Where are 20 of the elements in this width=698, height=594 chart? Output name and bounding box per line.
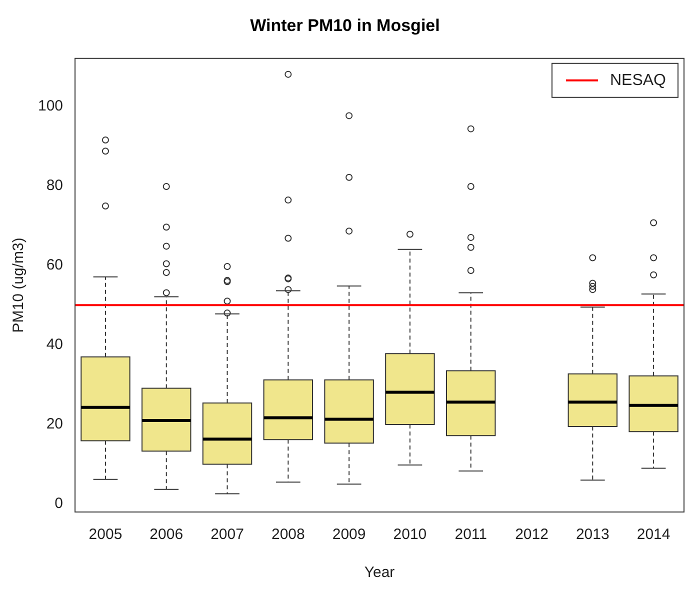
- x-tick-label: 2009: [332, 526, 366, 544]
- x-tick-label: 2011: [454, 526, 487, 544]
- x-tick-label: 2012: [515, 526, 548, 544]
- x-tick-label: 2010: [393, 526, 427, 544]
- x-tick-label: 2007: [210, 526, 244, 544]
- y-tick-label: 20: [46, 416, 64, 433]
- x-axis-title: Year: [364, 564, 395, 582]
- chart-title: Winter PM10 in Mosgiel: [250, 16, 440, 35]
- y-tick-label: 60: [46, 256, 64, 274]
- y-tick-label: 40: [46, 336, 64, 354]
- x-tick-label: 2008: [271, 526, 305, 544]
- y-tick-label: 0: [54, 495, 64, 512]
- y-tick-label: 80: [46, 176, 64, 194]
- y-tick-label: 100: [38, 97, 64, 114]
- x-tick-label: 2005: [88, 526, 122, 544]
- x-tick-label: 2013: [576, 526, 610, 544]
- x-tick-label: 2006: [150, 526, 184, 544]
- x-tick-label: 2014: [636, 526, 670, 544]
- legend-label: NESAQ: [610, 72, 666, 89]
- y-axis-title: PM10 (ug/m3): [10, 238, 28, 333]
